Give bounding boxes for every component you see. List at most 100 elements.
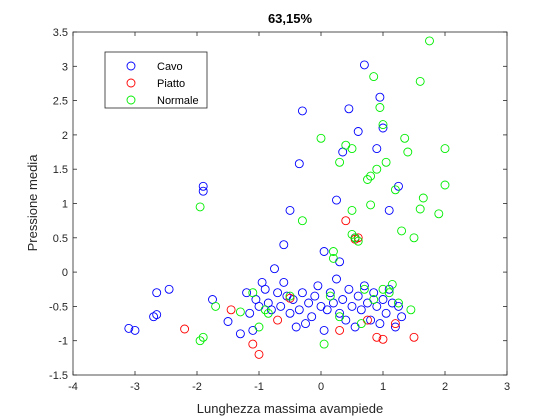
point-piatto-3 [254,349,264,359]
point-normale-44 [434,209,444,219]
point-cavo-64 [294,159,304,169]
point-piatto-5 [285,293,295,303]
point-cavo-67 [353,127,363,136]
x-tick-label-5: 1 [380,381,386,393]
y-tick-label-8: 2.5 [53,96,68,108]
point-normale-3 [211,301,221,311]
point-cavo-74 [332,195,341,205]
point-normale-18 [347,229,357,239]
point-cavo-30 [297,288,307,298]
point-normale-28 [375,103,385,112]
point-cavo-21 [273,288,283,298]
point-cavo-61 [394,301,403,311]
x-tick-label-6: 2 [442,381,448,393]
point-cavo-31 [301,319,310,329]
point-cavo-20 [270,264,279,274]
point-cavo-41 [332,274,341,284]
point-piatto-6 [341,216,351,226]
point-cavo-25 [285,308,295,318]
point-cavo-60 [390,322,400,332]
point-cavo-42 [335,308,345,318]
legend-label-cavo: Cavo [157,61,183,73]
point-normale-36 [400,133,410,143]
legend-label-piatto: Piatto [157,78,185,90]
point-normale-47 [369,295,379,304]
point-piatto-0 [180,324,190,334]
ticks-layer: -4 -3 -2 -1 0 1 2 3 -1.5 -1 -0.5 0 0.5 1 1.5 2 2.5 3 3.5 [49,27,510,393]
point-normale-33 [387,279,397,289]
point-normale-7 [285,291,295,301]
point-piatto-13 [335,325,345,335]
point-cavo-49 [356,305,366,315]
point-cavo-45 [344,284,354,294]
point-normale-27 [372,164,382,174]
y-tick-label-10: 3.5 [53,27,68,39]
point-cavo-53 [369,288,379,298]
point-cavo-2 [149,312,159,322]
legend-marker-piatto [126,78,136,88]
x-tick-label-7: 3 [504,381,510,393]
point-normale-38 [406,305,416,315]
y-tick-label-9: 3 [62,61,68,73]
point-normale-1 [195,336,205,346]
point-normale-24 [366,171,376,181]
point-normale-31 [381,157,391,167]
point-cavo-4 [152,288,162,298]
point-normale-0 [195,202,205,212]
point-normale-20 [353,236,363,246]
point-normale-12 [328,247,338,256]
point-normale-50 [263,308,273,318]
legend-label-normale: Normale [157,95,199,107]
point-cavo-28 [291,322,301,332]
point-normale-34 [390,185,400,195]
point-normale-23 [363,175,372,184]
point-cavo-0 [124,323,134,333]
x-tick-label-4: 0 [318,381,324,393]
point-cavo-17 [260,284,270,294]
point-piatto-12 [409,332,419,342]
y-tick-label-4: 0.5 [53,233,68,245]
point-normale-14 [335,157,345,167]
point-cavo-3 [152,310,162,320]
point-cavo-57 [381,308,391,318]
point-cavo-7 [198,186,208,196]
y-axis-label: Pressione media [25,154,40,252]
point-cavo-68 [359,60,369,70]
point-normale-43 [425,36,434,46]
chart-title: 63,15% [268,11,313,26]
point-normale-26 [369,72,379,82]
point-normale-17 [347,205,357,215]
point-cavo-63 [297,106,307,116]
point-cavo-73 [384,205,394,215]
point-normale-51 [325,291,335,301]
point-cavo-23 [279,277,289,287]
point-normale-22 [359,284,369,294]
x-tick-label-3: -1 [254,381,264,393]
point-cavo-48 [353,291,363,301]
point-cavo-5 [164,284,174,294]
point-piatto-1 [226,305,236,315]
x-tick-label-0: -4 [68,381,78,393]
point-cavo-34 [310,291,320,301]
point-normale-48 [394,298,403,308]
point-cavo-37 [319,325,329,335]
point-piatto-4 [273,315,283,325]
x-tick-label-1: -3 [130,381,140,393]
point-cavo-76 [319,247,329,256]
point-normale-49 [248,288,258,298]
point-piatto-11 [390,319,400,329]
point-cavo-32 [304,298,314,308]
y-tick-label-7: 2 [62,130,68,142]
point-cavo-56 [378,295,388,304]
point-cavo-66 [344,104,354,114]
point-normale-19 [350,233,360,243]
point-cavo-1 [130,325,140,335]
point-cavo-33 [307,312,317,322]
point-piatto-10 [378,334,388,344]
y-tick-label-2: -0.5 [49,301,68,313]
point-cavo-6 [198,181,208,191]
point-cavo-71 [378,123,388,133]
point-normale-8 [297,216,307,226]
legend: Cavo Piatto Normale [104,51,208,109]
legend-box [104,51,208,109]
